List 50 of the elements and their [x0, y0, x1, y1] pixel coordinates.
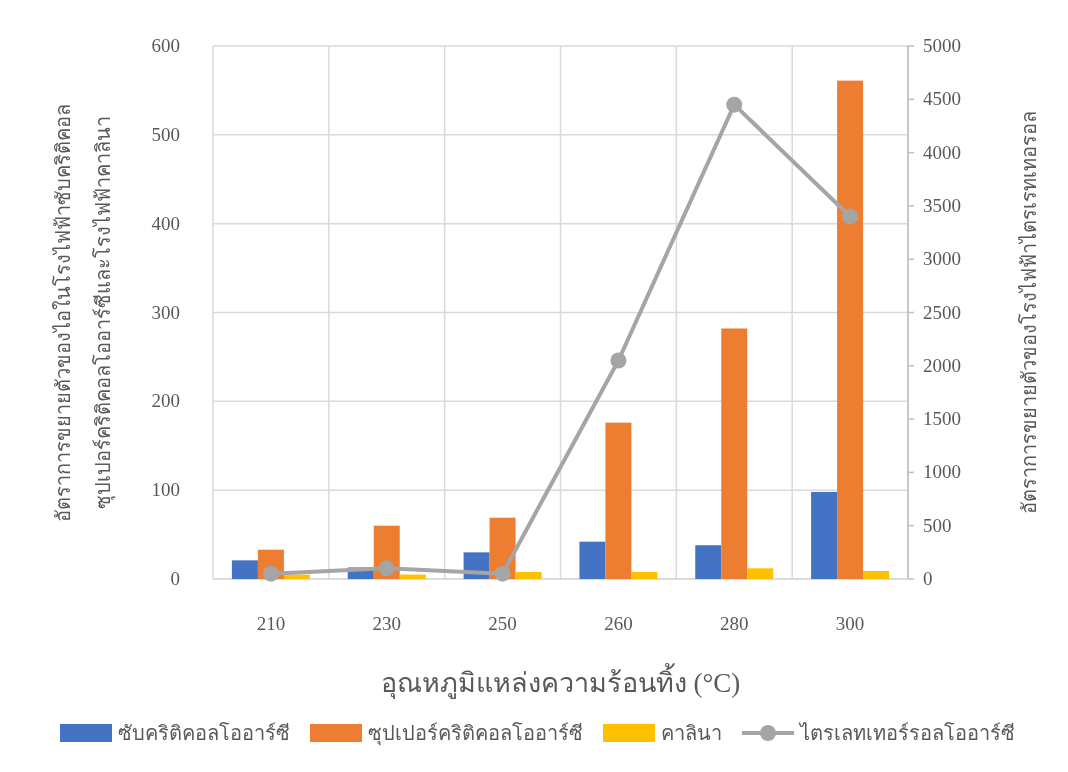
- x-tick-label: 260: [604, 613, 633, 634]
- x-tick-label: 230: [372, 613, 401, 634]
- legend-label: ไตรเลทเทอร์รอลโออาร์ซี: [798, 722, 1015, 744]
- y2-tick-label: 3500: [923, 194, 961, 216]
- y-tick-label: 300: [151, 301, 180, 323]
- y2-tick-label: 2500: [923, 301, 961, 323]
- y-tick-label: 400: [151, 212, 180, 234]
- bar: [399, 574, 426, 579]
- y2-tick-label: 5000: [923, 35, 961, 56]
- y2-axis-title: อัตราการขยายตัวของโรงไฟฟ้าไตรเรทเทอรอล: [1018, 111, 1040, 514]
- bar: [579, 541, 606, 579]
- point: [262, 565, 279, 582]
- y2-tick-label: 3000: [923, 248, 961, 270]
- y2-tick-label: 4000: [923, 141, 961, 163]
- y2-tick-label: 4500: [923, 88, 961, 110]
- point: [378, 560, 395, 577]
- y2-tick-label: 0: [923, 568, 933, 589]
- y2-tick-label: 500: [923, 514, 952, 536]
- bar: [515, 571, 542, 579]
- bar: [231, 560, 258, 579]
- x-tick-label: 300: [835, 613, 865, 634]
- point: [610, 352, 627, 369]
- y2-tick-label: 2000: [923, 354, 961, 376]
- x-axis-title: อุณหภูมิแหล่งความร้อนทิ้ง (°C): [380, 663, 741, 700]
- bar: [837, 80, 864, 579]
- y2-tick-label: 1000: [923, 461, 961, 483]
- bar: [631, 571, 658, 579]
- y-tick-label: 500: [151, 123, 180, 145]
- bar: [811, 491, 838, 579]
- point: [494, 565, 511, 582]
- point: [842, 208, 859, 225]
- y-tick-label: 100: [151, 479, 180, 501]
- x-tick-label: 250: [488, 613, 517, 634]
- legend-label: คาลินา: [661, 722, 722, 744]
- y-axis-title: อัตราการขยายตัวของไอในโรงไฟฟ้าซับคริติคอล ซุปเปอร์คริติคอลโออาร์ซีและโรงไฟฟ้าคาลินา: [52, 103, 116, 522]
- legend-label: ซุปเปอร์คริติคอลโออาร์ซี: [368, 722, 583, 746]
- bar: [695, 545, 722, 579]
- legend-label: ซับคริติคอลโออาร์ซี: [118, 722, 290, 744]
- y-tick-label: 0: [170, 568, 180, 589]
- y-tick-label: 600: [151, 35, 180, 56]
- x-tick-label: 210: [256, 613, 286, 634]
- bar: [747, 568, 774, 579]
- x-tick-label: 280: [720, 613, 749, 634]
- point: [726, 96, 743, 113]
- y2-tick-label: 1500: [923, 408, 961, 430]
- bar: [721, 328, 748, 579]
- y-tick-label: 200: [151, 390, 180, 412]
- bar: [283, 574, 310, 579]
- bar: [863, 571, 890, 579]
- bar: [605, 422, 632, 579]
